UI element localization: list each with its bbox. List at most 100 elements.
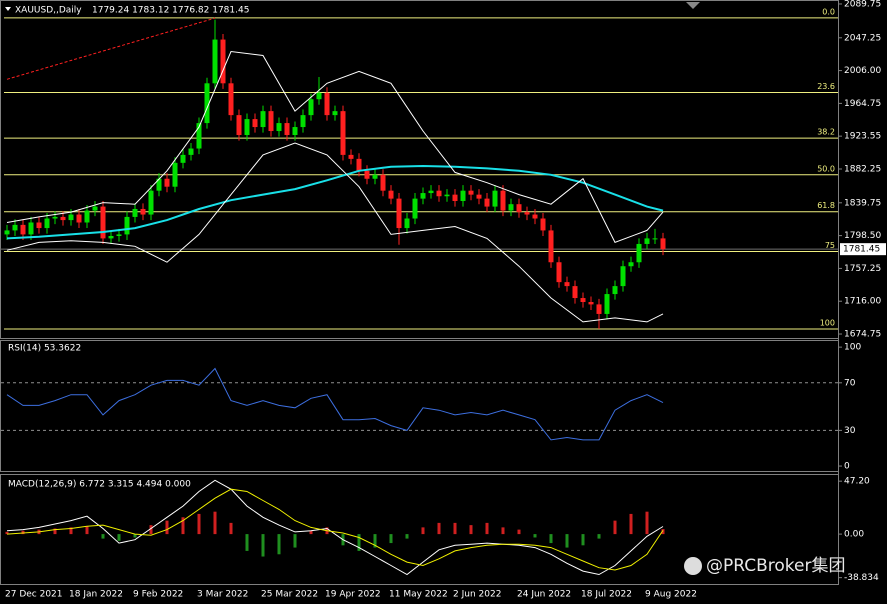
candle-body [332, 111, 338, 116]
y-tick-label: 47.20 [844, 477, 870, 487]
symbol-menu-arrow[interactable] [5, 7, 11, 11]
candle-body [268, 111, 274, 132]
macd-histogram-bar [485, 522, 489, 535]
macd-histogram-bar [165, 520, 169, 535]
macd-histogram-bar [549, 534, 553, 544]
macd-histogram-bar [133, 534, 137, 538]
candle-body [252, 119, 258, 128]
candle-body [300, 115, 306, 128]
candle-body [124, 216, 130, 235]
x-tick-label: 19 Apr 2022 [325, 590, 381, 600]
y-tick-label: -38.834 [844, 573, 879, 583]
x-tick-label: 18 Jan 2022 [69, 590, 123, 600]
fib-label: 61.8 [817, 201, 835, 210]
y-tick-label: 2006.00 [844, 66, 881, 76]
macd-histogram-bar [645, 511, 649, 535]
candle-body [188, 148, 194, 155]
y-tick-label: 1716.00 [844, 297, 881, 307]
last-price-box [840, 243, 886, 256]
candle-body [476, 194, 482, 199]
candle-body [180, 154, 186, 163]
macd-histogram-bar [213, 511, 217, 535]
macd-histogram-bar [437, 522, 441, 535]
x-tick-label: 9 Aug 2022 [645, 590, 697, 600]
last-price-label: 1781.45 [843, 245, 880, 255]
macd-histogram-bar [357, 534, 361, 551]
macd-histogram-bar [581, 534, 585, 546]
candle-body [172, 162, 178, 187]
fib-label: 50.0 [817, 164, 835, 173]
toolbar-arrow[interactable] [686, 2, 700, 9]
y-tick-label: 1882.25 [844, 165, 881, 175]
macd-line [6, 488, 664, 571]
fib-label: 100 [820, 319, 835, 328]
candle-body [236, 115, 242, 136]
candle-body [292, 127, 298, 136]
macd-histogram-bar [53, 528, 57, 535]
candle-body [612, 286, 618, 295]
chart-title: XAUUSD,,Daily [15, 6, 82, 16]
x-tick-label: 25 Mar 2022 [261, 590, 318, 600]
candle-body [604, 294, 610, 314]
candle-body [548, 230, 554, 263]
y-tick-label: 30 [844, 426, 856, 436]
candle-body [364, 170, 370, 179]
fib-label: 0.0 [822, 7, 835, 16]
candle-body [436, 190, 442, 197]
macd-histogram-bar [405, 534, 409, 539]
candle-body [196, 123, 202, 149]
candle-body [644, 238, 650, 244]
x-tick-label: 9 Feb 2022 [133, 590, 183, 600]
candle-body [44, 218, 50, 229]
candle-body [324, 92, 330, 116]
trend-line [6, 17, 216, 80]
candle-body [540, 218, 546, 231]
candle-body [20, 224, 26, 235]
y-tick-label: 1674.75 [844, 330, 881, 340]
macd-histogram-bar [453, 522, 457, 535]
candle-body [68, 214, 74, 221]
macd-histogram-bar [197, 513, 201, 535]
macd-histogram-bar [533, 534, 537, 538]
fib-label: 75 [825, 241, 835, 250]
candle-body [212, 39, 218, 84]
candle-body [660, 238, 666, 250]
candle-body [204, 83, 210, 124]
candle-body [420, 193, 426, 199]
y-tick-label: 70 [844, 378, 856, 388]
candle-body [572, 286, 578, 299]
macd-histogram-bar [181, 517, 185, 535]
candle-body [116, 234, 122, 237]
candle-body [340, 111, 346, 155]
macd-histogram-bar [261, 534, 265, 557]
overlay-line [6, 142, 664, 323]
macd-histogram-bar [309, 530, 313, 535]
candle-body [524, 212, 530, 215]
candle-body [508, 204, 514, 211]
macd-histogram-bar [85, 526, 89, 535]
y-tick-label: 2047.25 [844, 33, 881, 43]
candle-body [492, 190, 498, 207]
macd-histogram-bar [421, 527, 425, 535]
macd-histogram-bar [293, 534, 297, 548]
x-tick-label: 2 Jun 2022 [453, 590, 501, 600]
y-tick-label: 0 [844, 462, 850, 472]
x-tick-label: 11 May 2022 [389, 590, 448, 600]
candle-body [652, 238, 658, 240]
macd-histogram-bar [5, 531, 9, 535]
y-tick-label: 1757.25 [844, 264, 881, 274]
candle-body [348, 154, 354, 159]
watermark: @PRCBroker集团 [706, 556, 845, 576]
rsi-line [6, 367, 664, 441]
candle-body [52, 216, 58, 219]
x-tick-label: 18 Jul 2022 [581, 590, 632, 600]
overlay-line [6, 164, 664, 240]
macd-histogram-bar [21, 530, 25, 535]
candle-body [60, 216, 66, 221]
macd-title: MACD(12,26,9) 6.772 3.315 4.494 0.000 [8, 480, 191, 490]
x-tick-label: 27 Dec 2021 [5, 590, 63, 600]
candle-body [564, 282, 570, 287]
y-tick-label: 1923.55 [844, 132, 881, 142]
candle-body [596, 304, 602, 314]
